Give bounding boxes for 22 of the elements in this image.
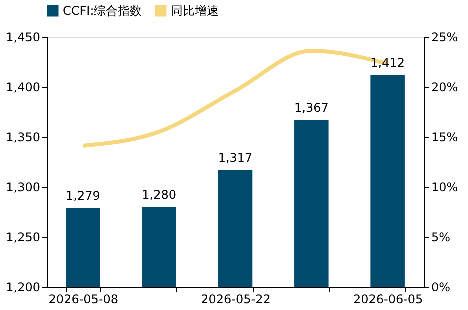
- y2-tick-label: 10%: [432, 180, 458, 194]
- y-tick-label: 1,400: [6, 80, 40, 94]
- y-tick-label: 1,300: [6, 180, 40, 194]
- data-label: 1,412: [370, 56, 406, 70]
- legend-label: CCFI:综合指数: [63, 4, 142, 18]
- data-label: 1,280: [142, 188, 177, 202]
- y-tick-label: 1,450: [6, 30, 40, 44]
- y2-tick-label: 5%: [432, 230, 451, 244]
- legend-label: 同比增速: [171, 4, 219, 18]
- y2-tick-label: 0%: [432, 280, 451, 294]
- x-tick-label: 2026-06-05: [353, 292, 424, 306]
- data-label: 1,279: [66, 189, 100, 203]
- y2-tick-label: 25%: [432, 30, 458, 44]
- y-tick-label: 1,200: [6, 280, 40, 294]
- y2-tick-label: 15%: [432, 130, 458, 144]
- y2-tick-label: 20%: [432, 80, 458, 94]
- y-tick-label: 1,350: [6, 130, 40, 144]
- y-tick-label: 1,250: [6, 230, 40, 244]
- data-label: 1,317: [218, 151, 253, 165]
- x-tick-label: 2026-05-22: [201, 292, 271, 306]
- data-label: 1,367: [294, 101, 329, 115]
- x-tick-label: 2026-05-08: [48, 292, 119, 306]
